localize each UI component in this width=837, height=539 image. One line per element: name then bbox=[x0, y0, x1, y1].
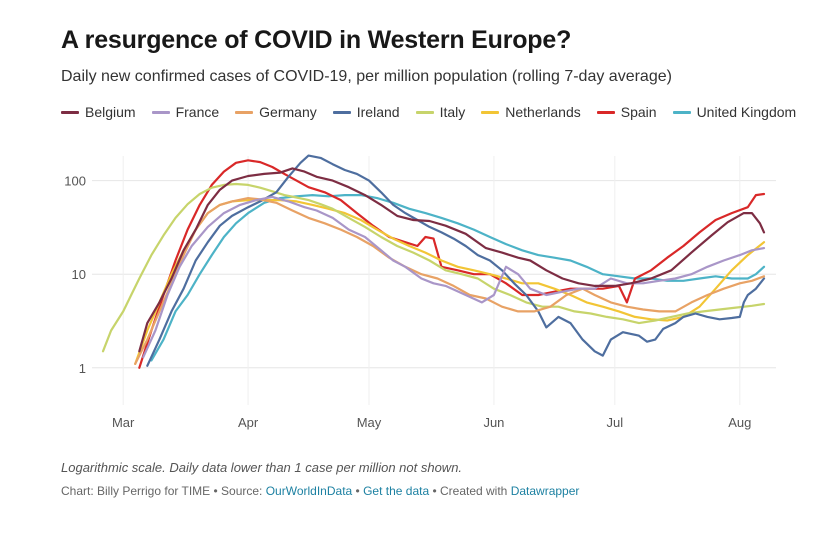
legend-item-ireland: Ireland bbox=[332, 104, 400, 120]
legend-label-netherlands: Netherlands bbox=[505, 104, 581, 120]
y-tick-label-10: 10 bbox=[72, 267, 86, 282]
x-tick-label-aug: Aug bbox=[728, 415, 751, 430]
series-line-united-kingdom bbox=[150, 194, 766, 362]
grid-layer bbox=[92, 156, 776, 405]
chart-title: A resurgence of COVID in Western Europe? bbox=[61, 26, 572, 54]
credits-separator: • bbox=[352, 484, 364, 498]
credits-created-with: • Created with bbox=[429, 484, 511, 498]
axis-layer: 1 10 100 Mar Apr May Jun Jul Aug bbox=[64, 174, 751, 430]
y-tick-label-100: 100 bbox=[64, 174, 86, 189]
legend-label-france: France bbox=[175, 104, 220, 120]
legend-label-spain: Spain bbox=[620, 104, 657, 120]
y-tick-label-1: 1 bbox=[79, 361, 86, 376]
series-line-ireland bbox=[146, 154, 766, 367]
series-line-italy bbox=[101, 182, 766, 353]
series-line-spain bbox=[138, 159, 766, 369]
legend-swatch-belgium bbox=[61, 110, 79, 114]
legend-swatch-spain bbox=[596, 110, 615, 114]
legend-item-spain: Spain bbox=[596, 104, 657, 120]
legend-item-belgium: Belgium bbox=[61, 104, 136, 120]
series-line-belgium bbox=[138, 167, 766, 353]
legend-item-france: France bbox=[151, 104, 220, 120]
chart-legend: Belgium France Germany Ireland Italy Netherla… bbox=[61, 103, 812, 121]
datawrapper-link[interactable]: Datawrapper bbox=[510, 484, 580, 498]
legend-swatch-germany bbox=[235, 110, 254, 114]
x-tick-label-apr: Apr bbox=[238, 415, 259, 430]
legend-label-ireland: Ireland bbox=[356, 104, 400, 120]
legend-swatch-france bbox=[151, 110, 170, 114]
series-line-netherlands bbox=[134, 199, 766, 365]
legend-item-italy: Italy bbox=[415, 104, 466, 120]
chart-credits: Chart: Billy Perrigo for TIME • Source: … bbox=[61, 484, 579, 498]
series-line-germany bbox=[134, 197, 766, 365]
x-tick-label-jul: Jul bbox=[607, 415, 624, 430]
series-layer bbox=[101, 154, 766, 369]
x-tick-label-may: May bbox=[357, 415, 382, 430]
chart-subtitle: Daily new confirmed cases of COVID-19, p… bbox=[61, 68, 672, 85]
x-tick-label-jun: Jun bbox=[483, 415, 504, 430]
legend-label-belgium: Belgium bbox=[85, 104, 136, 120]
legend-swatch-italy bbox=[415, 110, 434, 114]
series-line-france bbox=[142, 195, 766, 359]
legend-item-united-kingdom: United Kingdom bbox=[672, 104, 797, 120]
source-link[interactable]: OurWorldInData bbox=[265, 484, 353, 498]
get-data-link[interactable]: Get the data bbox=[363, 484, 430, 498]
credits-prefix: Chart: Billy Perrigo for TIME • Source: bbox=[61, 484, 266, 498]
line-chart: 1 10 100 Mar Apr May Jun Jul Aug bbox=[64, 154, 776, 430]
legend-label-italy: Italy bbox=[439, 104, 466, 120]
legend-label-united-kingdom: United Kingdom bbox=[696, 104, 797, 120]
x-tick-label-mar: Mar bbox=[112, 415, 135, 430]
legend-swatch-netherlands bbox=[481, 110, 500, 114]
legend-item-netherlands: Netherlands bbox=[481, 104, 581, 120]
chart-note: Logarithmic scale. Daily data lower than… bbox=[61, 460, 463, 475]
legend-swatch-ireland bbox=[332, 110, 351, 114]
legend-swatch-united-kingdom bbox=[672, 110, 691, 114]
legend-item-germany: Germany bbox=[235, 104, 317, 120]
legend-label-germany: Germany bbox=[259, 104, 317, 120]
